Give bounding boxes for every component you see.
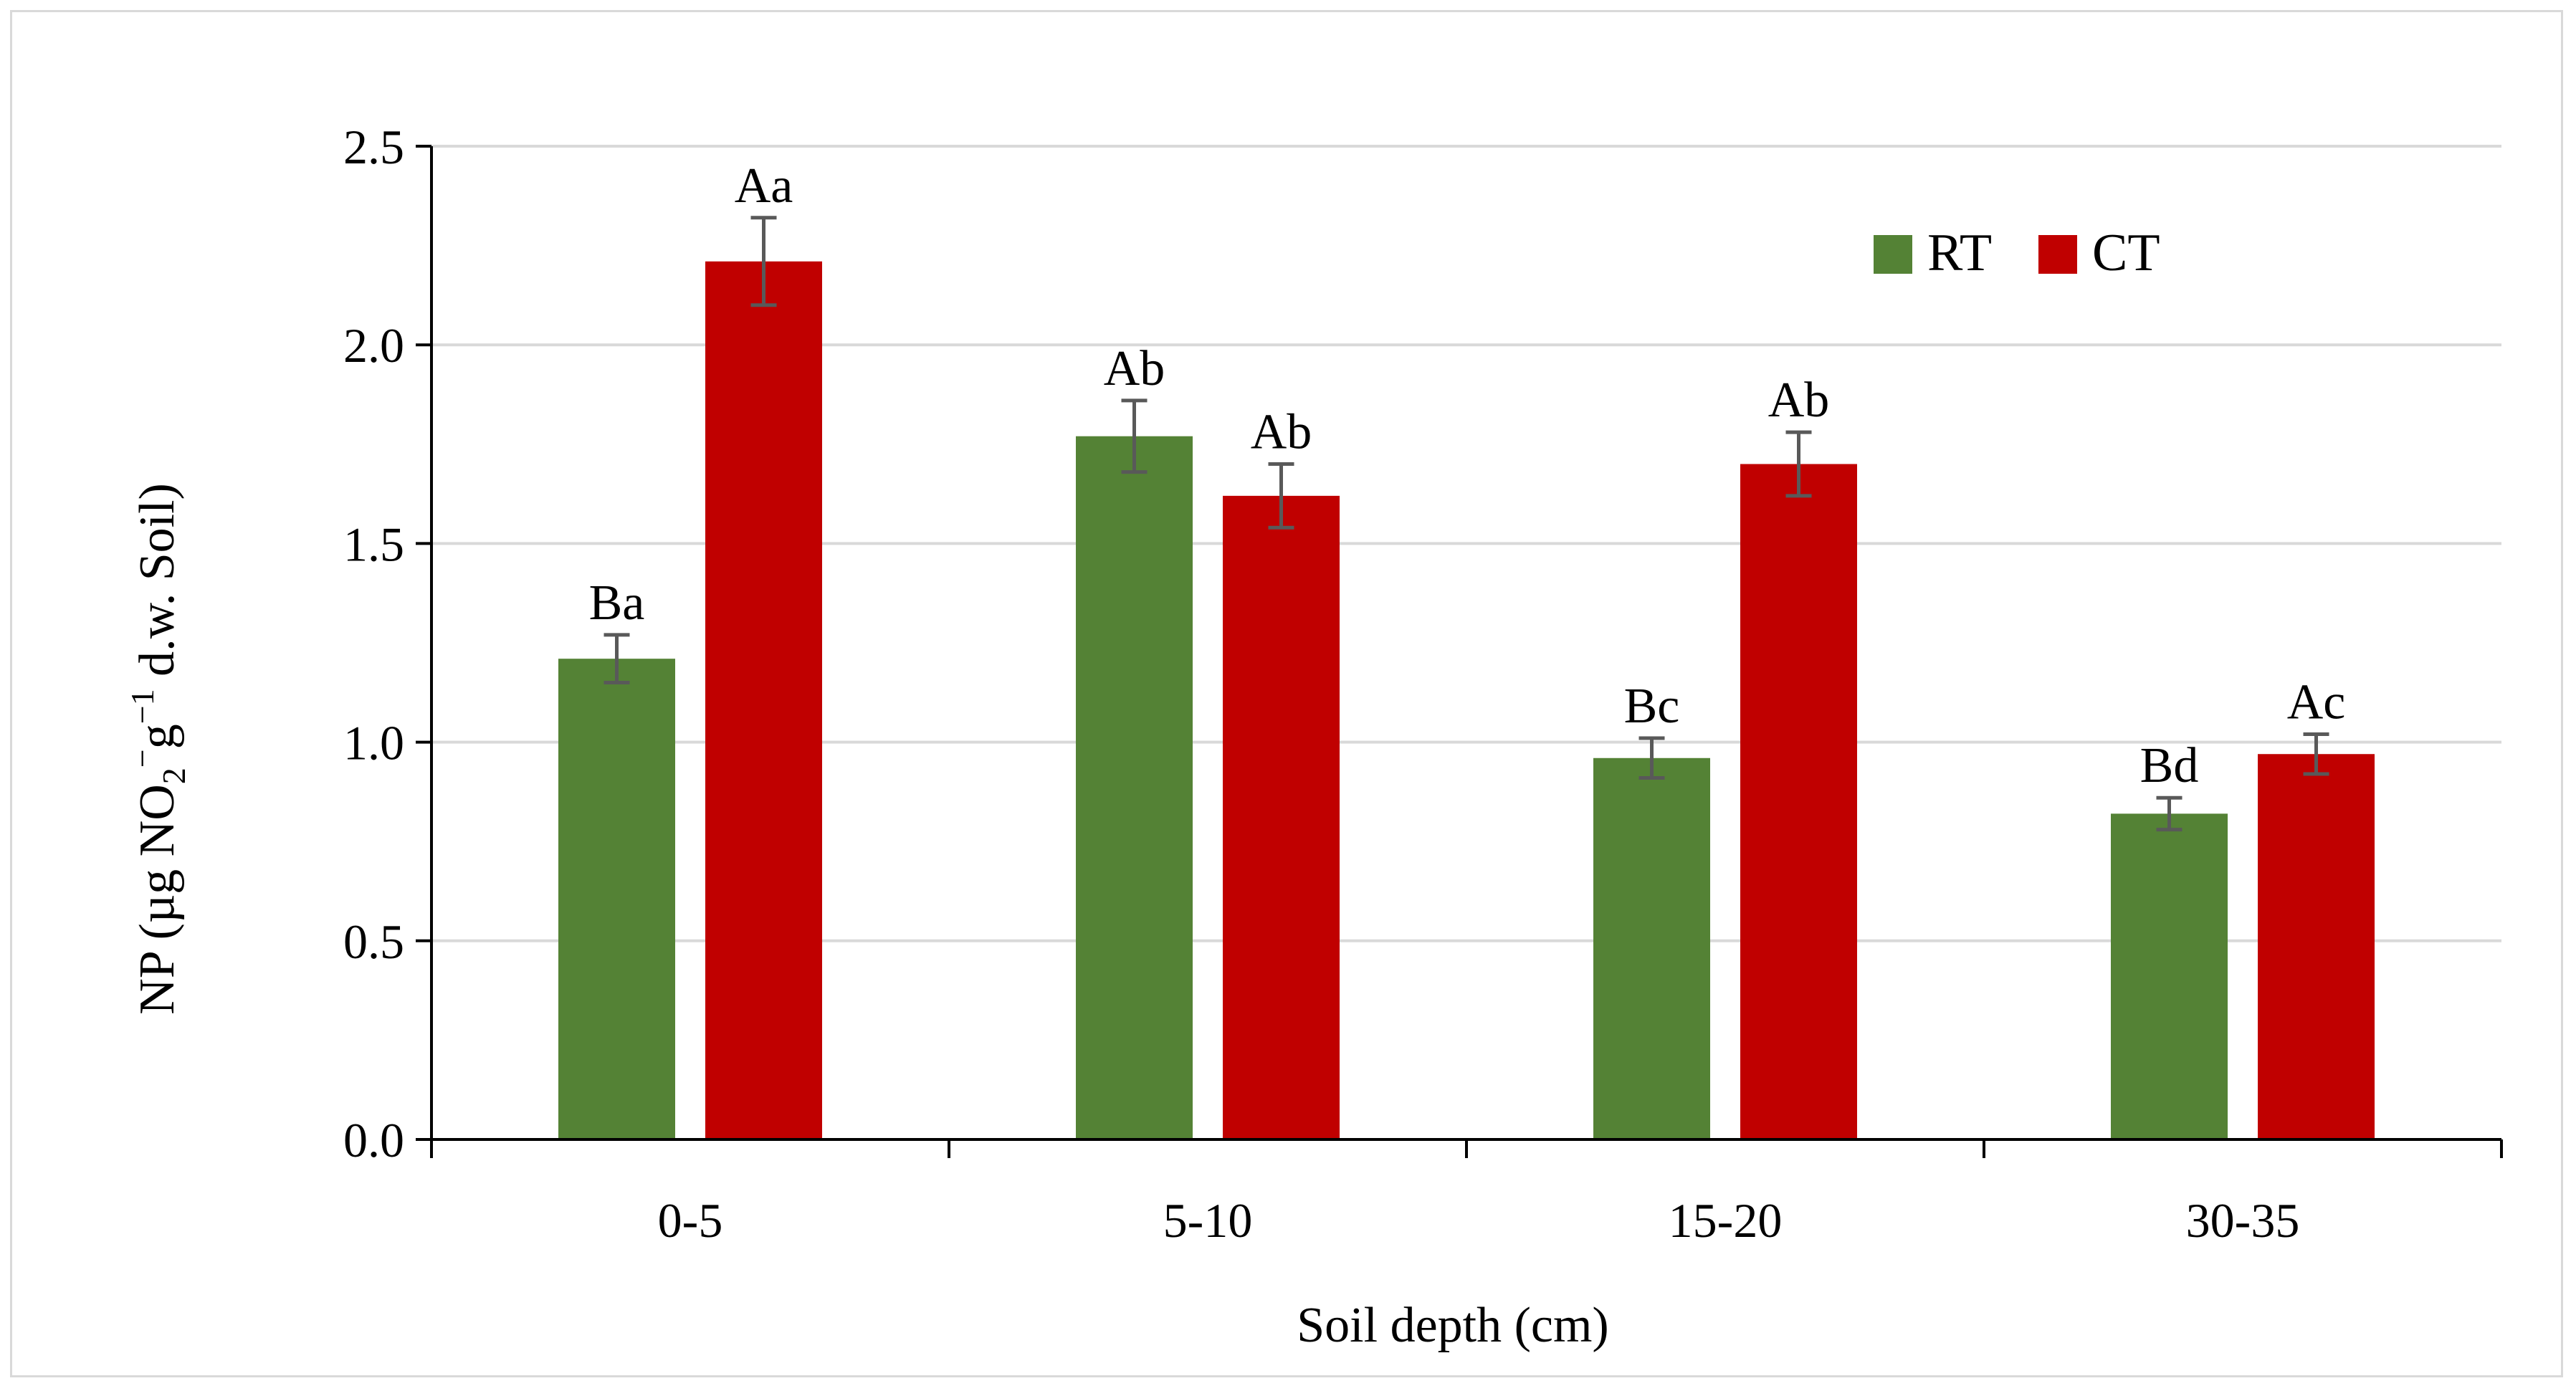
y-tick-label: 1.5: [343, 517, 404, 571]
y-tick-label: 2.5: [343, 120, 404, 174]
significance-labels: Ba Ab Bc Bd Aa Ab Ab Ac: [589, 158, 2346, 793]
bar-rt: [558, 659, 675, 1139]
significance-label: Bd: [2140, 738, 2199, 793]
x-tick-label: 15-20: [1669, 1193, 1783, 1248]
bar-rt: [1593, 757, 1710, 1139]
bar-ct: [1223, 495, 1340, 1139]
x-tick-label: 5-10: [1163, 1193, 1253, 1248]
significance-label: Ab: [1104, 341, 1165, 396]
y-axis-title-suffix: d.w. Soil): [130, 483, 185, 689]
significance-label: Bc: [1624, 679, 1680, 734]
legend-label-ct: CT: [2092, 224, 2160, 282]
legend-label-rt: RT: [1927, 224, 1992, 282]
significance-label: Ab: [1251, 405, 1312, 460]
legend: RT CT: [1874, 224, 2160, 282]
x-tick-label: 30-35: [2186, 1193, 2300, 1248]
significance-label: Ac: [2287, 675, 2346, 730]
bar-ct: [1740, 464, 1857, 1139]
legend-swatch-ct: [2038, 235, 2077, 274]
y-axis-title-mid: g: [130, 724, 185, 749]
x-axis-title: Soil depth (cm): [1297, 1298, 1608, 1353]
y-axis-title-sup1: −: [124, 749, 161, 768]
bar-ct: [2258, 754, 2375, 1139]
tick-labels: 0.0 0.5 1.0 1.5 2.0 2.5 0-5 5-10 15-20 30-35: [343, 120, 2299, 1248]
y-axis-title-prefix: NP (µg NO: [130, 784, 185, 1015]
y-tick-label: 0.0: [343, 1113, 404, 1167]
axes: [416, 145, 2503, 1158]
bar-rt: [2111, 813, 2228, 1139]
y-tick-label: 2.0: [343, 318, 404, 373]
y-axis-title-sub: 2: [156, 768, 192, 784]
significance-label: Ba: [589, 575, 645, 631]
bars: [558, 261, 2375, 1139]
legend-swatch-rt: [1874, 235, 1912, 274]
error-bars: [604, 216, 2329, 832]
y-axis-title: NP (µg NO2−g−1 d.w. Soil): [124, 483, 192, 1015]
y-tick-label: 0.5: [343, 914, 404, 969]
x-tick-label: 0-5: [658, 1193, 723, 1248]
significance-label: Ab: [1768, 373, 1830, 428]
bar-ct: [705, 261, 822, 1139]
y-tick-label: 1.0: [343, 716, 404, 770]
significance-label: Aa: [735, 158, 793, 214]
y-axis-title-sup2: −1: [124, 689, 161, 724]
bar-rt: [1076, 436, 1193, 1139]
